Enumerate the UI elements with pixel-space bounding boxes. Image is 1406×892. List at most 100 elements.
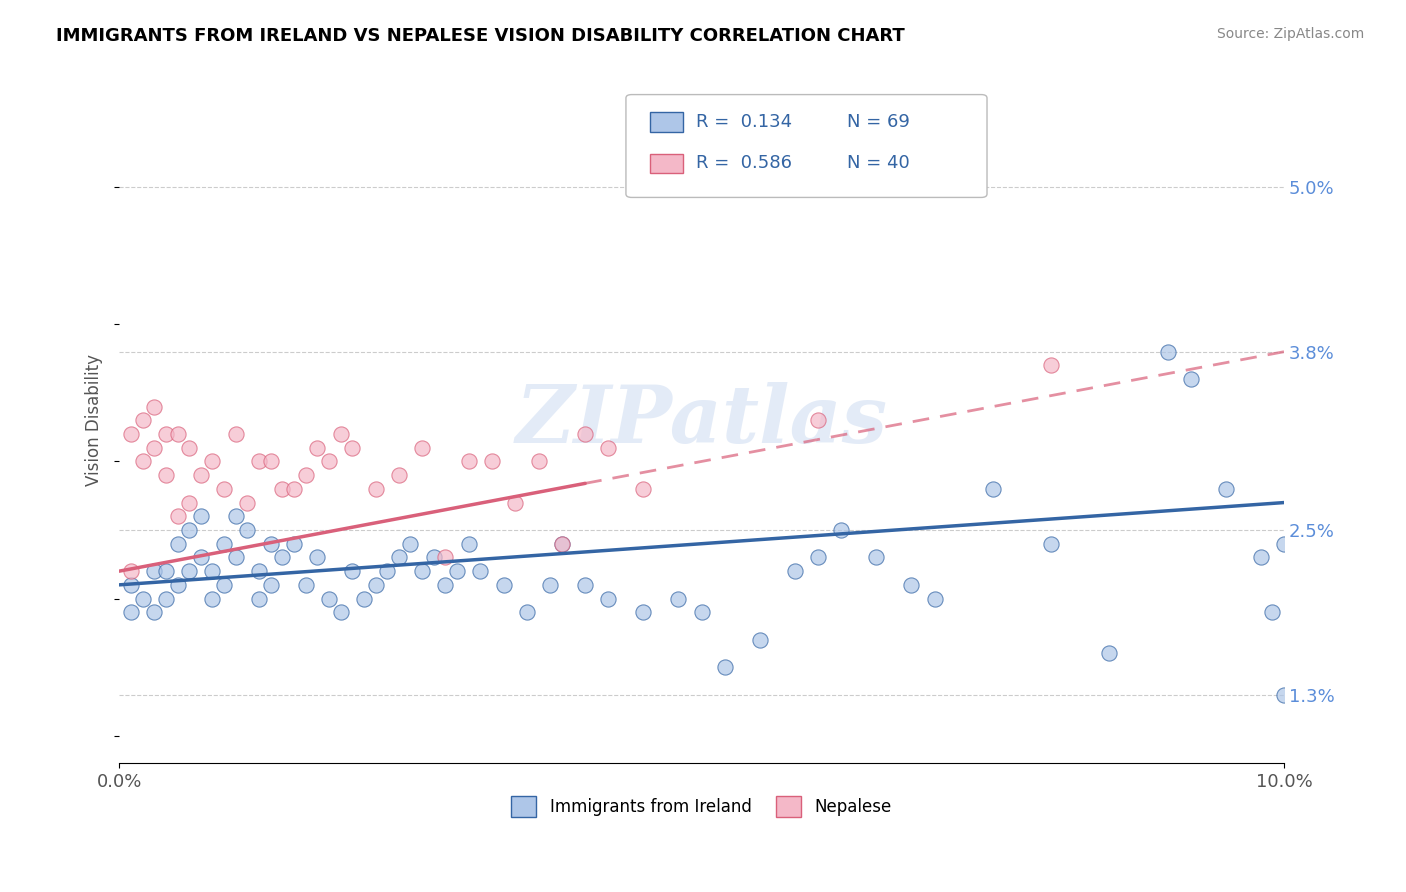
Point xyxy=(120,605,142,619)
Point xyxy=(411,441,433,455)
Point xyxy=(924,591,946,606)
Point xyxy=(434,550,457,565)
Point xyxy=(783,564,806,578)
Point xyxy=(131,413,153,427)
Point xyxy=(399,537,422,551)
Point xyxy=(598,441,620,455)
Legend: Immigrants from Ireland, Nepalese: Immigrants from Ireland, Nepalese xyxy=(505,789,898,823)
Point xyxy=(212,482,235,496)
Point xyxy=(329,605,352,619)
Point xyxy=(388,468,411,483)
Point xyxy=(981,482,1004,496)
Point xyxy=(865,550,887,565)
Point xyxy=(807,550,830,565)
Point xyxy=(633,482,655,496)
Point xyxy=(155,427,177,442)
Point xyxy=(143,605,166,619)
Point xyxy=(201,591,224,606)
Point xyxy=(690,605,713,619)
Point xyxy=(1180,372,1202,386)
Point xyxy=(423,550,446,565)
Point xyxy=(294,578,316,592)
Point xyxy=(666,591,689,606)
Point xyxy=(318,591,340,606)
Point xyxy=(538,578,561,592)
Point xyxy=(179,564,201,578)
Point xyxy=(1261,605,1284,619)
Point xyxy=(329,427,352,442)
Point xyxy=(166,427,188,442)
Point xyxy=(318,454,340,468)
Point xyxy=(260,454,283,468)
Point xyxy=(120,578,142,592)
Point xyxy=(551,537,574,551)
FancyBboxPatch shape xyxy=(651,112,683,132)
Point xyxy=(633,605,655,619)
Point xyxy=(155,468,177,483)
FancyBboxPatch shape xyxy=(651,153,683,173)
Point xyxy=(527,454,550,468)
Point xyxy=(155,591,177,606)
Point xyxy=(1215,482,1237,496)
Point xyxy=(411,564,433,578)
Point xyxy=(1272,537,1295,551)
Point xyxy=(225,550,247,565)
Point xyxy=(375,564,398,578)
Point xyxy=(166,578,188,592)
FancyBboxPatch shape xyxy=(626,95,987,197)
Point xyxy=(236,495,259,509)
Point xyxy=(236,523,259,537)
Point xyxy=(1250,550,1272,565)
Point xyxy=(574,578,596,592)
Point xyxy=(225,427,247,442)
Point xyxy=(457,454,479,468)
Point xyxy=(574,427,596,442)
Point xyxy=(353,591,375,606)
Point xyxy=(342,564,364,578)
Point xyxy=(166,509,188,524)
Point xyxy=(190,550,212,565)
Point xyxy=(143,564,166,578)
Point xyxy=(1156,344,1178,359)
Point xyxy=(120,564,142,578)
Point xyxy=(434,578,457,592)
Point xyxy=(212,537,235,551)
Point xyxy=(143,441,166,455)
Point xyxy=(225,509,247,524)
Point xyxy=(212,578,235,592)
Point xyxy=(131,454,153,468)
Point xyxy=(307,441,329,455)
Text: N = 69: N = 69 xyxy=(848,113,910,131)
Point xyxy=(247,591,270,606)
Point xyxy=(155,564,177,578)
Text: R =  0.134: R = 0.134 xyxy=(696,113,792,131)
Point xyxy=(190,468,212,483)
Text: N = 40: N = 40 xyxy=(848,154,910,172)
Point xyxy=(271,550,294,565)
Point xyxy=(807,413,830,427)
Point xyxy=(1098,647,1121,661)
Point xyxy=(190,509,212,524)
Point xyxy=(247,454,270,468)
Point xyxy=(748,632,770,647)
Y-axis label: Vision Disability: Vision Disability xyxy=(86,354,103,486)
Point xyxy=(307,550,329,565)
Point xyxy=(516,605,538,619)
Point xyxy=(364,578,387,592)
Point xyxy=(830,523,852,537)
Point xyxy=(120,427,142,442)
Point xyxy=(492,578,515,592)
Point xyxy=(446,564,468,578)
Point xyxy=(470,564,492,578)
Point xyxy=(342,441,364,455)
Point xyxy=(283,482,305,496)
Point xyxy=(1040,359,1063,373)
Point xyxy=(201,454,224,468)
Text: R =  0.586: R = 0.586 xyxy=(696,154,792,172)
Point xyxy=(166,537,188,551)
Point xyxy=(179,523,201,537)
Point xyxy=(481,454,503,468)
Point xyxy=(143,400,166,414)
Point xyxy=(294,468,316,483)
Point xyxy=(260,578,283,592)
